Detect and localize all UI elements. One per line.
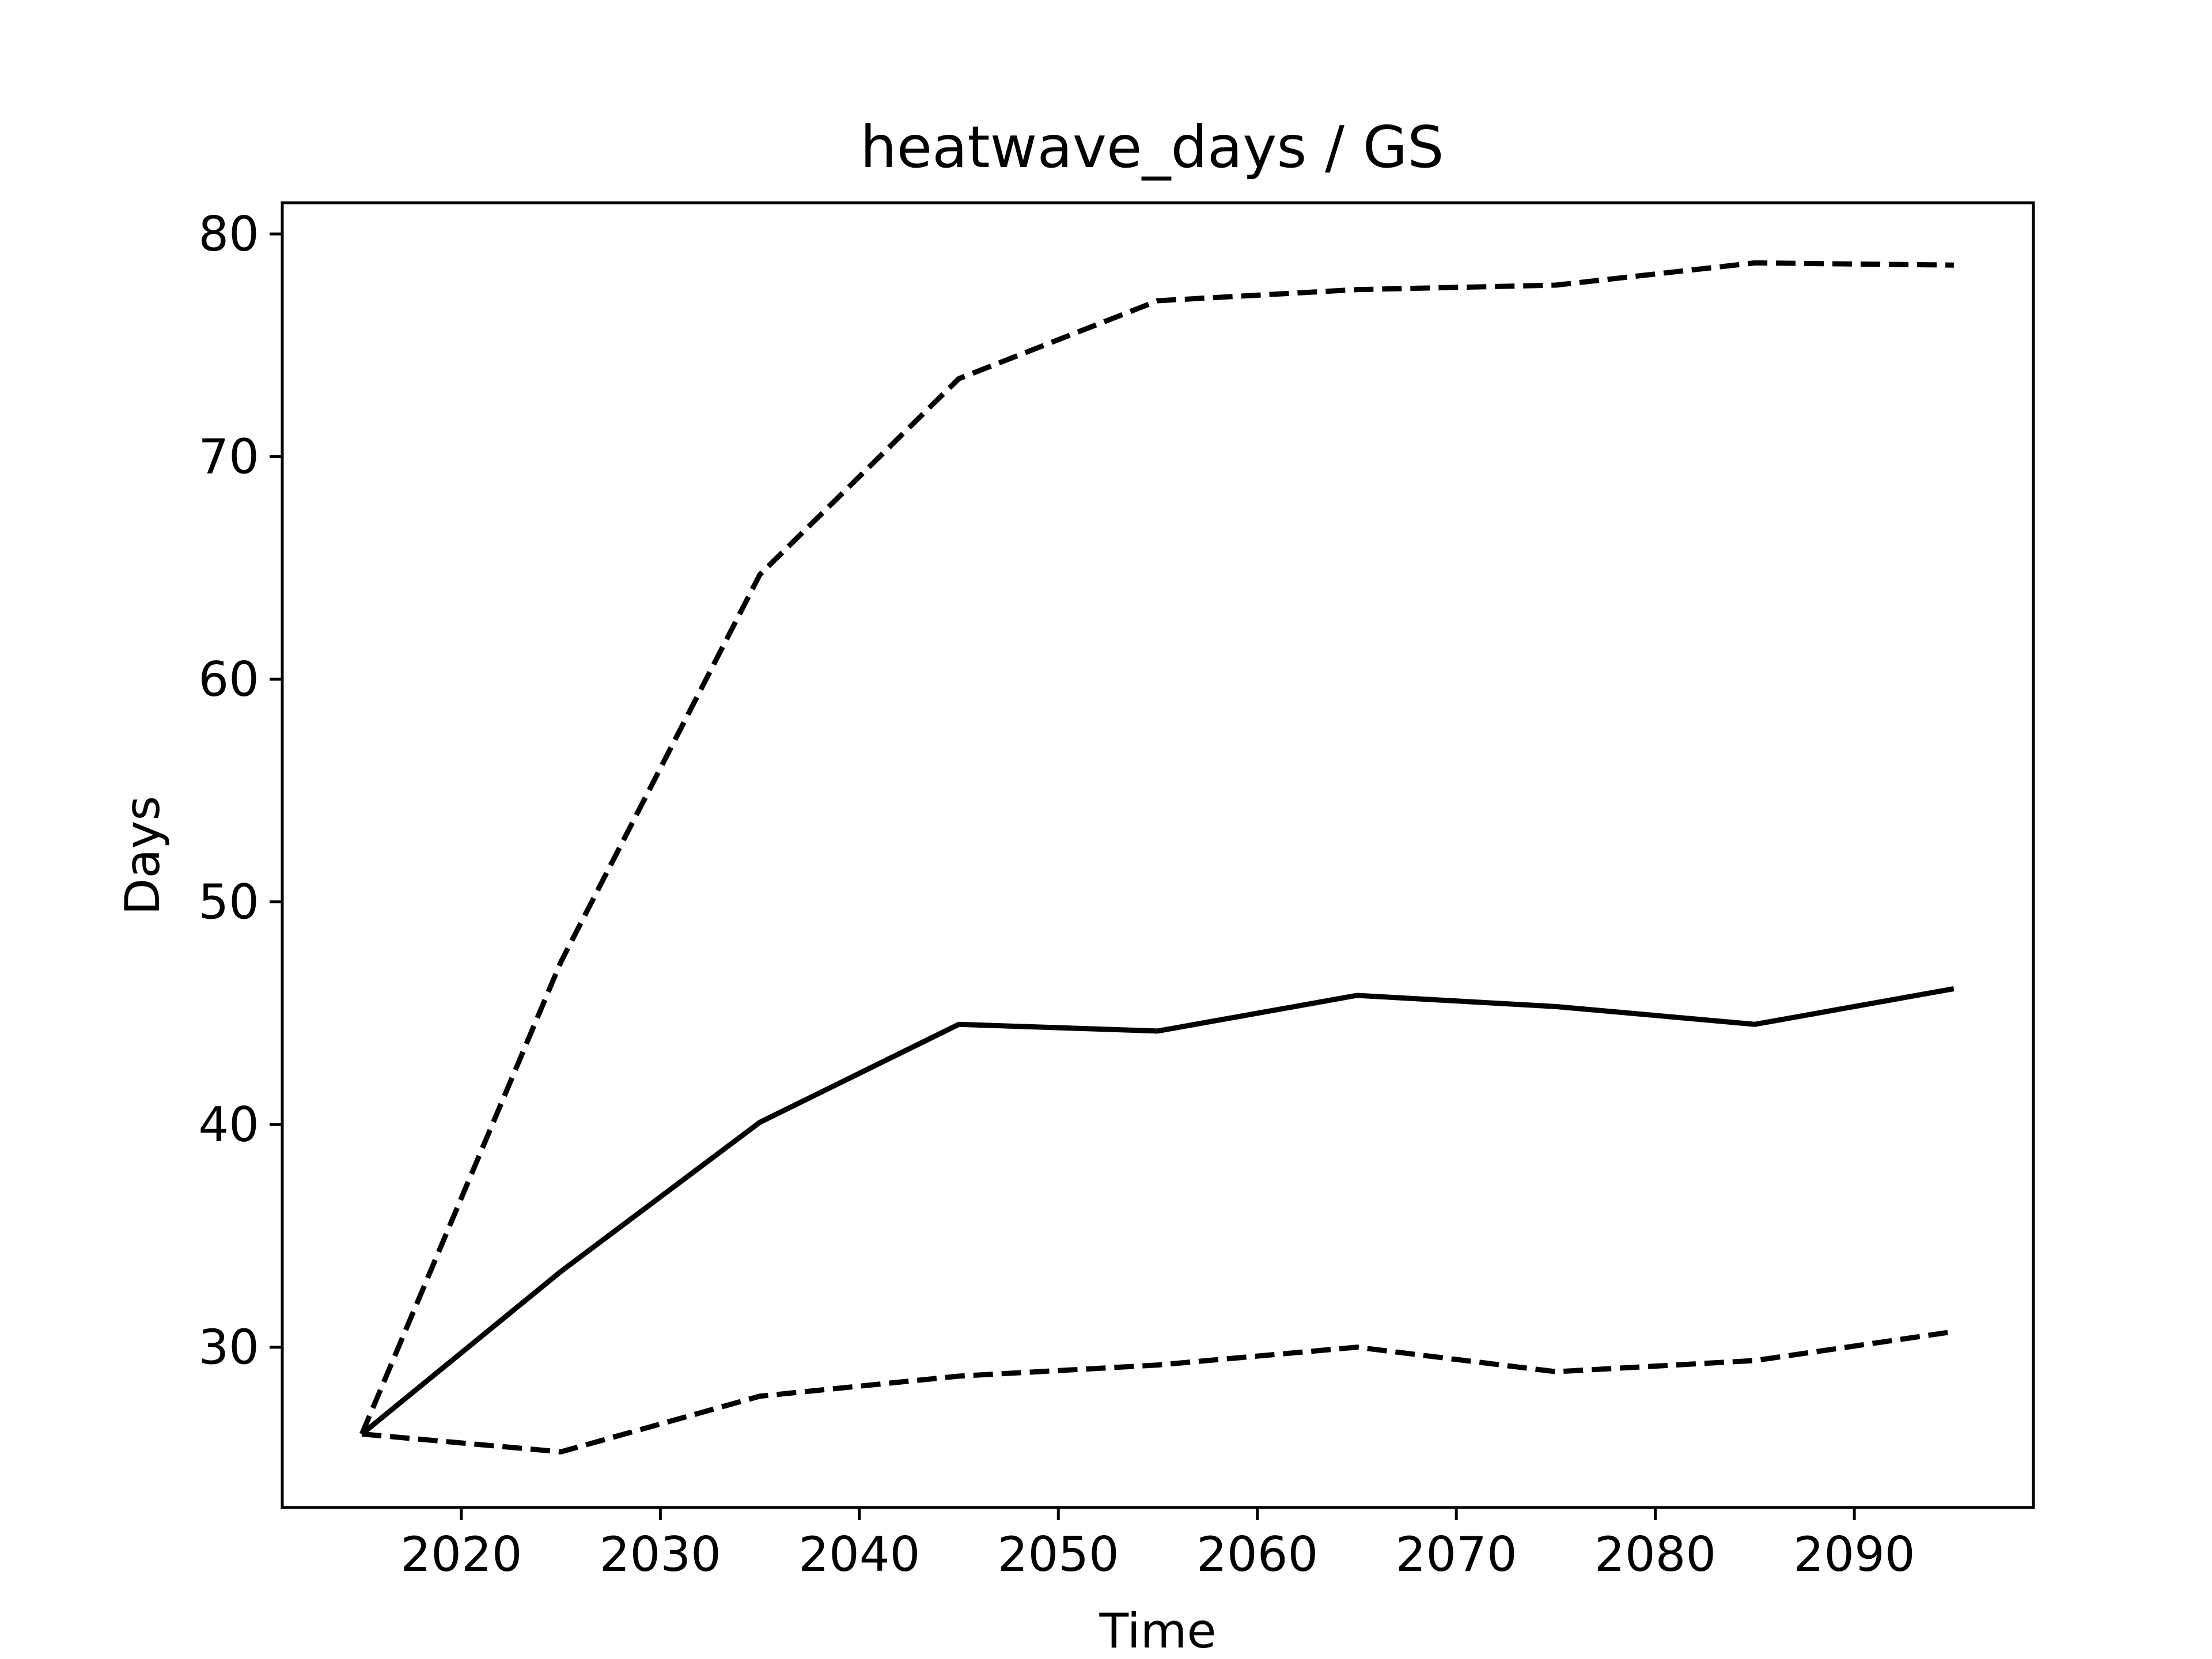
y-axis: 30 40 50 60 70 80 xyxy=(198,206,282,1376)
chart-title: heatwave_days / GS xyxy=(860,113,1444,181)
y-tick-label: 80 xyxy=(198,206,259,262)
x-tick-label: 2050 xyxy=(998,1527,1119,1582)
series-line-2 xyxy=(360,986,1955,1436)
series-line-3 xyxy=(361,1329,1955,1455)
x-axis-label: Time xyxy=(1099,1603,1216,1659)
y-axis-label: Days xyxy=(115,796,171,915)
x-tick-label: 2030 xyxy=(600,1527,721,1582)
x-tick-label: 2040 xyxy=(798,1527,920,1582)
x-tick-label: 2060 xyxy=(1196,1527,1318,1582)
plot-frame xyxy=(281,201,2035,1509)
series-layer xyxy=(359,260,1955,1455)
y-tick-label: 40 xyxy=(198,1097,259,1153)
y-tick-label: 70 xyxy=(198,429,259,485)
x-axis: 2020 2030 2040 2050 2060 2070 2080 2090 xyxy=(400,1508,1915,1582)
y-tick-label: 60 xyxy=(198,652,259,707)
x-tick-label: 2080 xyxy=(1594,1527,1716,1582)
y-tick-label: 50 xyxy=(198,874,259,930)
x-tick-label: 2020 xyxy=(400,1527,522,1582)
y-tick-label: 30 xyxy=(198,1320,259,1376)
x-tick-label: 2090 xyxy=(1793,1527,1915,1582)
x-tick-label: 2070 xyxy=(1396,1527,1517,1582)
series-line-1 xyxy=(359,260,1954,1435)
